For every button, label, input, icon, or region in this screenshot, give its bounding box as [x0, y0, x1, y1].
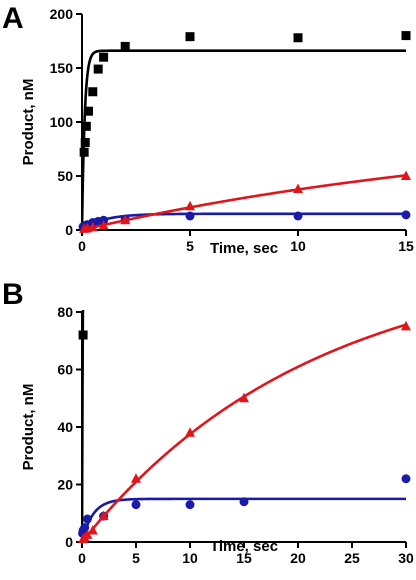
x-tick-label: 20 [290, 550, 306, 566]
x-tick-label: 15 [398, 238, 414, 254]
data-point-triangle [185, 427, 195, 437]
data-point-circle [239, 497, 249, 507]
data-point-circle [185, 500, 195, 510]
data-point-circle [80, 523, 90, 533]
chart-panel-a: 0 50 100 150 200 0 5 10 15 Time, sec Product, nM [20, 6, 414, 257]
data-point-triangle [185, 200, 195, 211]
data-point-triangle [120, 214, 131, 225]
data-point-square [88, 87, 98, 97]
x-tick-label: 15 [236, 550, 252, 566]
chart-panel-b: 0 20 40 60 80 0 5 10 15 20 25 30 Time, sec Product, n… [20, 304, 414, 566]
data-point-circle [401, 210, 411, 220]
x-tick-label: 10 [290, 238, 306, 254]
data-point-square [83, 106, 93, 116]
data-point-circle [401, 474, 411, 484]
data-point-circle [293, 211, 303, 221]
x-tick-label: 30 [398, 550, 414, 566]
fit-curve-square [82, 310, 85, 542]
data-point-square [185, 32, 195, 42]
data-point-triangle [98, 510, 109, 521]
data-point-square [80, 138, 90, 148]
data-point-triangle [87, 221, 98, 232]
data-point-triangle [98, 220, 109, 230]
x-tick-label: 5 [186, 238, 194, 254]
data-point-triangle [239, 392, 249, 403]
data-point-square [93, 64, 103, 74]
data-point-triangle [401, 170, 411, 180]
y-axis-title: Product, nM [20, 79, 37, 166]
panel-letter-b: B [2, 278, 24, 311]
y-tick-label: 80 [57, 304, 73, 320]
y-tick-label: 150 [50, 60, 74, 76]
y-tick-label: 40 [57, 419, 73, 435]
data-point-square [81, 121, 91, 131]
data-point-circle [185, 211, 195, 221]
x-tick-label: 0 [78, 550, 86, 566]
y-tick-label: 50 [57, 168, 73, 184]
data-point-square [78, 330, 88, 340]
fit-curve-circle [82, 212, 406, 230]
y-axis-title: Product, nM [20, 384, 37, 471]
y-tick-label: 0 [65, 222, 73, 238]
data-point-square [120, 41, 130, 51]
y-tick-label: 100 [50, 114, 74, 130]
x-tick-label: 5 [132, 550, 140, 566]
y-tick-label: 200 [50, 6, 74, 22]
data-point-triangle [401, 320, 411, 331]
data-point-square [293, 33, 303, 43]
x-tick-label: 25 [344, 550, 360, 566]
data-point-circle [131, 500, 141, 510]
data-point-triangle [82, 529, 93, 539]
fit-curve-triangle [82, 174, 407, 230]
x-tick-label: 10 [182, 550, 198, 566]
y-tick-label: 0 [65, 534, 73, 550]
data-point-square [99, 52, 109, 62]
y-tick-label: 20 [57, 477, 73, 493]
y-tick-label: 60 [57, 362, 73, 378]
data-point-square [79, 147, 89, 157]
x-axis-title: Time, sec [210, 538, 278, 555]
data-point-square [401, 31, 411, 41]
data-point-triangle [293, 183, 303, 193]
data-point-triangle [87, 525, 98, 535]
x-axis-title: Time, sec [210, 240, 278, 257]
data-point-triangle [131, 473, 141, 483]
fit-curve-square [82, 49, 406, 230]
fit-curve-circle [82, 497, 406, 542]
fit-curve-triangle [82, 323, 407, 542]
x-tick-label: 0 [78, 238, 86, 254]
panel-letter-a: A [2, 2, 24, 35]
data-point-circle [82, 514, 92, 524]
